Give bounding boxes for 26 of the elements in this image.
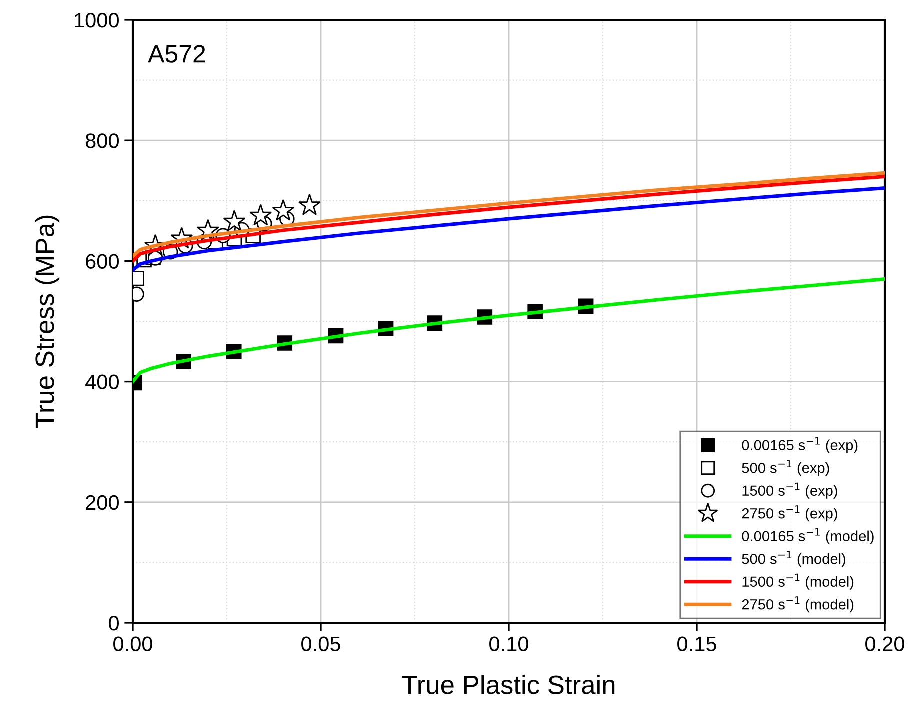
x-tick-label: 0.20 <box>866 636 904 652</box>
point <box>250 204 272 226</box>
y-tick-label: 600 <box>86 254 119 269</box>
y-tick-label: 200 <box>86 495 119 510</box>
y-axis-title: True Stress (MPa) <box>34 216 60 428</box>
legend-label: 1500 s$^{−1}$ (exp) <box>742 482 838 499</box>
point <box>298 194 321 216</box>
point <box>223 210 246 232</box>
legend-label: 2750 s$^{−1}$ (model) <box>742 596 854 613</box>
y-tick-label: 800 <box>86 134 119 148</box>
x-tick-label: 0.00 <box>114 636 152 652</box>
annotation: A572 <box>148 45 206 63</box>
x-tick-label: 0.10 <box>490 636 528 652</box>
y-tick-label: 0 <box>109 616 119 631</box>
legend-label: 500 s$^{−1}$ (model) <box>742 551 846 568</box>
y-tick-label: 400 <box>86 374 119 390</box>
legend-label: 500 s$^{−1}$ (exp) <box>742 460 830 476</box>
legend-label: 0.00165 s$^{−1}$ (model) <box>742 528 874 544</box>
x-axis-title: True Plastic Strain <box>402 675 615 694</box>
point <box>272 199 295 221</box>
legend-label: 1500 s$^{−1}$ (model) <box>742 574 854 590</box>
x-tick-label: 0.15 <box>678 636 716 652</box>
x-tick-label: 0.05 <box>302 636 340 652</box>
legend-label: 2750 s$^{−1}$ (exp) <box>742 506 838 522</box>
y-tick-label: 1000 <box>75 13 119 28</box>
legend-label: 0.00165 s$^{−1}$ (exp) <box>742 437 858 454</box>
